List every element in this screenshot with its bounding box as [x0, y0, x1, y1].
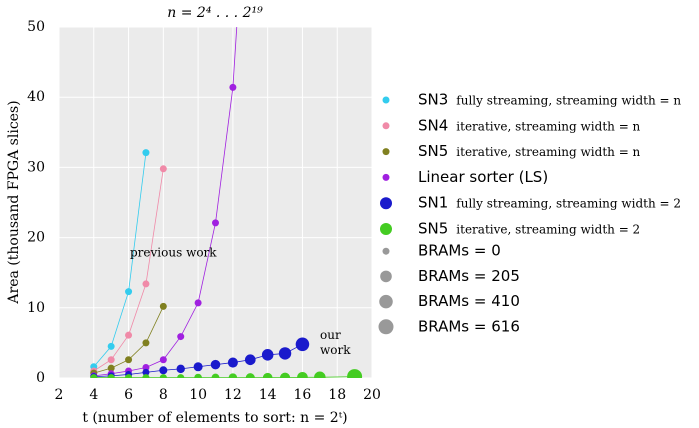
data-point [314, 371, 326, 378]
data-point [125, 356, 133, 364]
data-point [159, 165, 167, 173]
legend-description: iterative, streaming width = n [456, 119, 640, 133]
data-point [107, 374, 115, 378]
data-point [159, 356, 167, 364]
size-legend-marker [378, 319, 394, 335]
data-point [212, 219, 219, 227]
legend-marker [382, 122, 390, 130]
size-legend-label: BRAMs = 616 [418, 317, 520, 335]
x-tick-label: 10 [189, 387, 207, 403]
x-tick-label: 8 [159, 387, 168, 403]
data-point [125, 331, 133, 339]
data-point [177, 374, 185, 378]
data-point [107, 364, 115, 372]
size-legend-marker [379, 294, 393, 309]
legend-description: fully streaming, streaming width = n [456, 94, 681, 108]
legend-label: SN4 [418, 116, 448, 134]
size-legend-marker [382, 247, 390, 255]
legend-marker [380, 223, 392, 235]
legend-marker [380, 197, 392, 210]
data-point [90, 374, 98, 378]
data-point [194, 373, 202, 378]
data-point [107, 356, 115, 364]
data-point [159, 366, 168, 375]
legend-label: Linear sorter (LS) [418, 168, 548, 186]
x-tick-label: 18 [328, 387, 346, 403]
data-point [159, 302, 167, 310]
data-point [142, 374, 150, 378]
data-point [228, 373, 238, 378]
x-tick-label: 16 [294, 387, 312, 403]
data-point [159, 374, 167, 378]
y-tick-label: 20 [27, 230, 45, 246]
legend-marker [382, 148, 390, 156]
y-tick-label: 30 [27, 159, 45, 175]
data-point [142, 363, 150, 371]
x-tick-label: 4 [89, 387, 98, 403]
data-point [107, 342, 115, 350]
data-point [142, 368, 150, 376]
data-point [261, 349, 274, 361]
legend-label: SN5 [418, 142, 448, 160]
legend-description: iterative, streaming width = n [456, 145, 640, 159]
chart-title: n = 2⁴ . . . 2¹⁹ [167, 5, 263, 21]
legend-label: SN5 [418, 220, 448, 238]
data-point [142, 339, 150, 347]
data-point [193, 362, 203, 372]
y-tick-label: 0 [36, 370, 45, 386]
data-point [297, 371, 308, 378]
series-line [93, 27, 238, 377]
data-point [177, 333, 185, 341]
data-point [142, 149, 150, 157]
x-axis-label: t (number of elements to sort: n = 2ᵗ) [82, 410, 347, 426]
size-legend-label: BRAMs = 410 [418, 292, 520, 310]
series-line [93, 152, 147, 368]
legend-description: iterative, streaming width = 2 [456, 223, 640, 237]
data-point [278, 347, 292, 360]
size-legend-marker [380, 270, 392, 283]
data-point [142, 280, 150, 288]
x-tick-label: 2 [55, 387, 64, 403]
data-point [262, 372, 273, 378]
data-point [295, 337, 310, 352]
y-tick-label: 50 [27, 19, 45, 35]
size-legend-label: BRAMs = 205 [418, 267, 520, 285]
legend-marker [382, 96, 390, 104]
data-point [229, 83, 237, 91]
annotation: previous work [130, 246, 217, 260]
data-point [125, 288, 133, 296]
size-legend-label: BRAMs = 0 [418, 242, 501, 260]
annotation: our work [320, 328, 351, 357]
y-axis-label: Area (thousand FPGA slices) [6, 100, 22, 304]
data-point [227, 357, 238, 368]
x-tick-label: 14 [259, 387, 277, 403]
data-point [210, 359, 221, 370]
data-point [244, 354, 256, 366]
data-point [176, 364, 185, 374]
y-tick-label: 10 [27, 300, 45, 316]
data-point [211, 373, 220, 378]
legend-description: fully streaming, streaming width = 2 [456, 197, 681, 211]
data-point [125, 374, 133, 378]
y-tick-label: 40 [27, 89, 45, 105]
x-tick-label: 6 [124, 387, 133, 403]
data-point [280, 372, 291, 378]
plot-area [59, 27, 372, 378]
legend-label: SN1 [418, 194, 448, 212]
data-point [347, 369, 363, 378]
x-tick-label: 20 [363, 387, 381, 403]
data-point [194, 299, 202, 307]
legend-marker [382, 173, 390, 181]
legend-label: SN3 [418, 91, 448, 109]
data-point [245, 373, 255, 378]
x-tick-label: 12 [224, 387, 242, 403]
